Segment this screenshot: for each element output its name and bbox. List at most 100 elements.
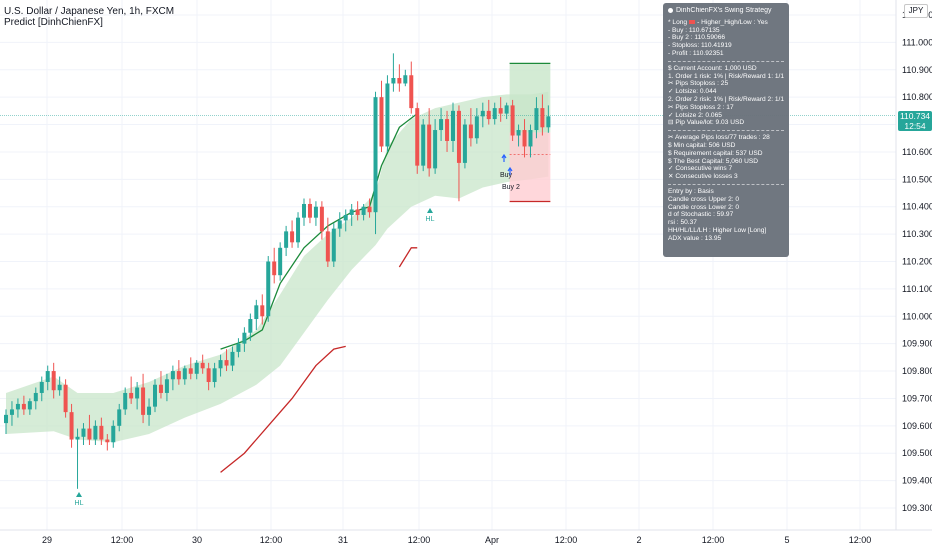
candles <box>4 53 551 489</box>
candle-body <box>540 108 545 128</box>
divider <box>668 60 784 62</box>
order2-line: 2. Order 2 risk: 1% | Risk/Reward 2: 1/1… <box>668 95 784 103</box>
candle-body <box>99 425 104 440</box>
candle-body <box>445 119 450 141</box>
x-tick-label: 12:00 <box>408 535 431 545</box>
candle-body <box>242 332 247 344</box>
consec-wins-line: ✓ Consecutive wins 7 <box>668 165 733 173</box>
hhll-line: HH/HL/LL/LH : Higher Low [Long] <box>668 226 767 234</box>
consec-losses-line: ✕ Consecutive losses 3 <box>668 173 738 181</box>
candle-body <box>355 209 360 215</box>
x-tick-label: 31 <box>338 535 348 545</box>
candle-body <box>290 231 295 243</box>
y-tick-label: 110.900 <box>902 65 932 75</box>
candle-body <box>182 368 187 380</box>
currency-badge[interactable]: JPY <box>904 4 928 18</box>
candle-body <box>69 412 74 440</box>
candle-body <box>361 206 366 215</box>
y-tick-label: 110.200 <box>902 257 932 267</box>
candle-body <box>123 392 128 410</box>
buy2-label: Buy 2 <box>502 184 520 191</box>
candle-body <box>439 119 444 131</box>
candle-body <box>480 110 485 117</box>
cross-lower-line: Candle cross Lower 2: 0 <box>668 203 740 211</box>
x-tick-label: 29 <box>42 535 52 545</box>
candle-body <box>373 97 378 213</box>
candle-body <box>147 406 152 415</box>
candle-body <box>492 108 497 120</box>
candle-body <box>194 362 199 374</box>
buy-arrow-icon <box>501 153 507 162</box>
candle-body <box>397 77 402 84</box>
y-tick-label: 110.100 <box>902 284 932 294</box>
price-axis[interactable]: 111.100111.000110.900110.800110.700110.6… <box>895 0 932 530</box>
divider <box>668 130 784 132</box>
hl-arrow-icon <box>76 492 82 497</box>
pips-sl2-line: ✂ Pips Stoploss 2 : 17 <box>668 103 734 111</box>
symbol-title[interactable]: U.S. Dollar / Japanese Yen, 1h, FXCM <box>4 6 175 17</box>
x-tick-label: 12:00 <box>555 535 578 545</box>
candle-body <box>337 220 342 229</box>
y-tick-label: 109.800 <box>902 366 932 376</box>
x-tick-label: 12:00 <box>111 535 134 545</box>
last-price-value: 110.734 <box>899 111 931 121</box>
candle-body <box>105 439 110 443</box>
pips-sl-line: ✂ Pips Stoploss : 25 <box>668 80 729 88</box>
y-tick-label: 110.500 <box>902 174 932 184</box>
candle-body <box>433 130 438 169</box>
avg-pips-line: ✂ Average Pips loss/77 trades : 28 <box>668 134 770 142</box>
candle-body <box>218 360 223 369</box>
candle-body <box>379 97 384 147</box>
y-tick-label: 110.800 <box>902 92 932 102</box>
long-line: * Long - Higher_High/Low : Yes <box>668 18 768 26</box>
buy2-arrow-icon <box>507 166 513 175</box>
entry-by-line: Entry by : Basis <box>668 187 714 195</box>
candle-body <box>9 409 14 415</box>
candle-body <box>254 305 259 320</box>
candle-body <box>141 387 146 415</box>
y-tick-label: 110.600 <box>902 147 932 157</box>
candle-body <box>510 105 515 136</box>
divider <box>668 183 784 185</box>
candle-body <box>57 384 62 391</box>
candle-body <box>260 305 265 317</box>
x-tick-label: 12:00 <box>702 535 725 545</box>
candle-body <box>307 203 312 218</box>
candle-body <box>188 368 193 374</box>
candle-body <box>367 206 372 213</box>
candle-body <box>117 409 122 426</box>
candle-body <box>504 105 509 114</box>
keltner-band <box>6 91 549 443</box>
candle-body <box>409 75 414 109</box>
stoploss-line: - Stoploss: 110.41919 <box>668 42 732 50</box>
lotsize2-line: ✓ Lotsize 2: 0.065 <box>668 111 722 119</box>
candle-body <box>284 231 289 248</box>
candle-body <box>111 425 116 443</box>
candle-body <box>391 77 396 84</box>
x-tick-label: 5 <box>784 535 789 545</box>
candle-body <box>272 261 277 276</box>
x-tick-label: 2 <box>636 535 641 545</box>
candle-body <box>313 206 318 218</box>
candle-body <box>236 343 241 352</box>
grid-lines <box>0 0 896 530</box>
candle-body <box>385 83 390 147</box>
best-capital-line: $ The Best Capital: 5,060 USD <box>668 157 759 165</box>
time-axis[interactable]: 29 12:00 30 12:00 31 12:00 Apr 12:00 2 12:00 5 12:0… <box>0 529 932 545</box>
indicator-title[interactable]: Predict [DinhChienFX] <box>4 17 103 28</box>
candle-body <box>319 206 324 232</box>
rsi-line: rsi : 50.37 <box>668 219 697 227</box>
candle-body <box>528 130 533 147</box>
cross-upper-line: Candle cross Upper 2: 0 <box>668 195 740 203</box>
candle-body <box>129 392 134 399</box>
current-account: $ Current Account: 1,000 USD <box>668 64 757 72</box>
buy2-line: - Buy 2 : 110.59066 <box>668 34 726 42</box>
y-tick-label: 109.300 <box>902 503 932 513</box>
y-tick-label: 109.900 <box>902 339 932 349</box>
markers: HL HL Buy Buy 2 <box>75 153 520 507</box>
hl-label: HL <box>75 500 84 507</box>
candle-body <box>343 214 348 221</box>
candle-body <box>451 110 455 141</box>
candle-body <box>224 360 229 366</box>
